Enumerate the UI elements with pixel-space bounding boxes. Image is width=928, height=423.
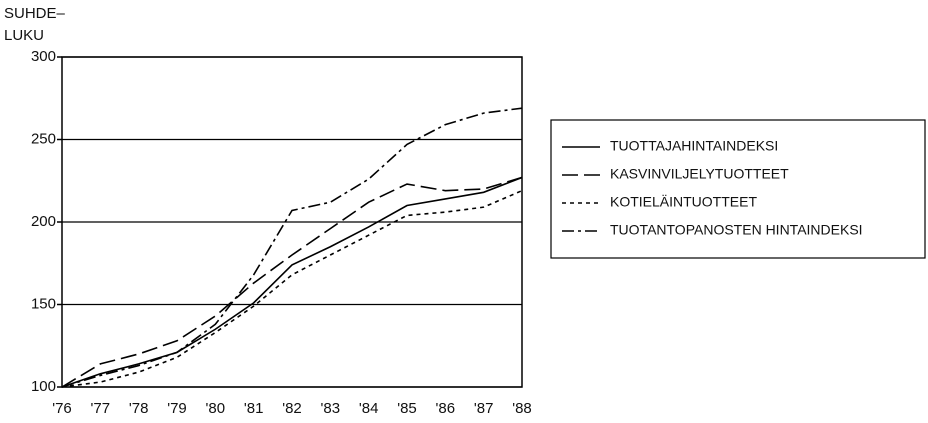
legend: TUOTTAJAHINTAINDEKSI KASVINVILJELYTUOTTEE… — [562, 138, 863, 238]
y-axis-label: LUKU — [4, 27, 44, 44]
x-tick-label: '79 — [167, 400, 187, 417]
y-tick-label: 150 — [31, 295, 56, 312]
x-tick-label: '83 — [321, 400, 341, 417]
y-tick-label: 100 — [31, 378, 56, 395]
series-line — [61, 176, 523, 388]
x-tick-label: '87 — [474, 400, 494, 417]
legend-label: KOTIELÄINTUOTTEET — [610, 194, 757, 210]
x-tick-label: '85 — [397, 400, 417, 417]
x-tick-label: '84 — [359, 400, 379, 417]
legend-label: TUOTANTOPANOSTEN HINTAINDEKSI — [610, 222, 863, 238]
series-line — [61, 107, 523, 388]
y-tick-label: 300 — [31, 48, 56, 65]
legend-label: KASVINVILJELYTUOTTEET — [610, 166, 789, 182]
y-axis-label: SUHDE– — [4, 5, 66, 22]
x-tick-label: '88 — [512, 400, 532, 417]
x-tick-label: '80 — [206, 400, 226, 417]
x-tick-label: '77 — [91, 400, 111, 417]
x-tick-label: '78 — [129, 400, 149, 417]
x-tick-label: '86 — [436, 400, 456, 417]
series-line — [61, 189, 523, 388]
x-tick-label: '81 — [244, 400, 264, 417]
series-line — [61, 176, 523, 388]
y-tick-label: 200 — [31, 213, 56, 230]
x-tick-label: '76 — [52, 400, 72, 417]
y-tick-label: 250 — [31, 130, 56, 147]
x-tick-label: '82 — [282, 400, 302, 417]
legend-box — [550, 119, 926, 259]
legend-label: TUOTTAJAHINTAINDEKSI — [610, 138, 778, 154]
